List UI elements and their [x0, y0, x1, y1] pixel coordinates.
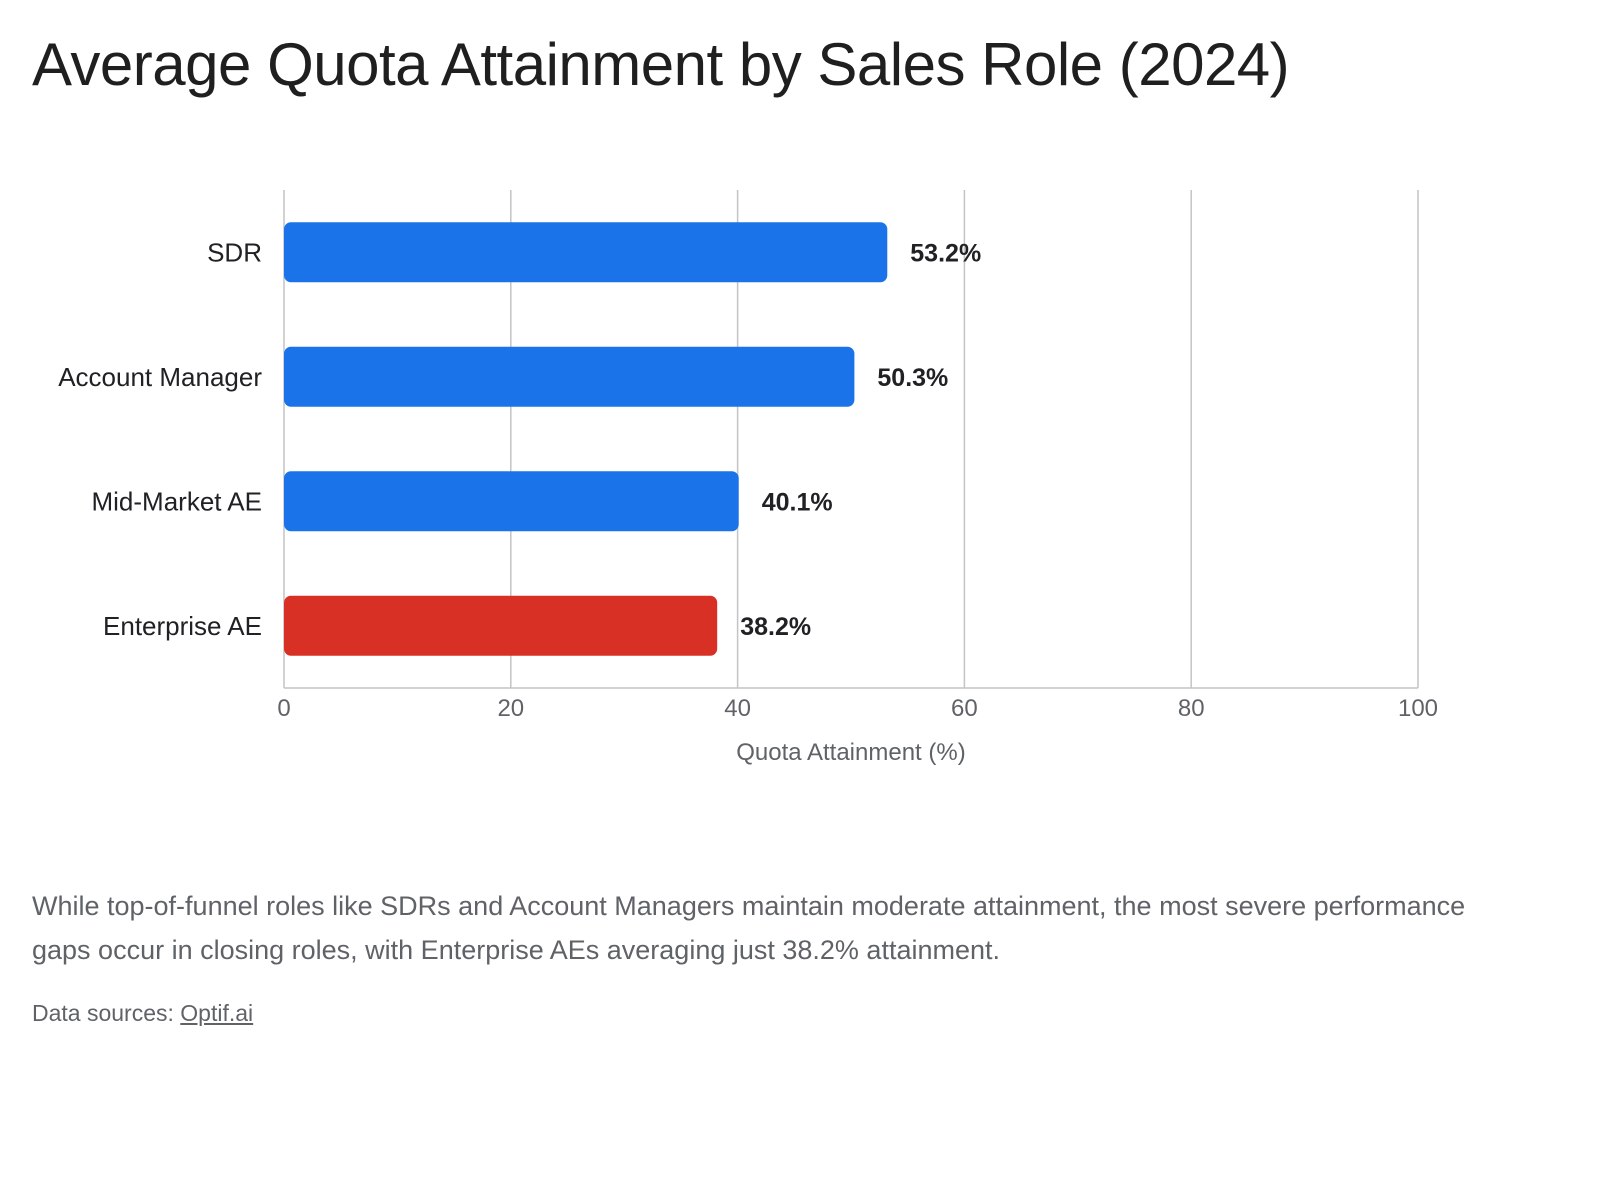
- x-tick-label: 0: [277, 695, 290, 722]
- data-label: 40.1%: [762, 488, 833, 516]
- data-label: 50.3%: [877, 364, 948, 392]
- x-tick-label: 60: [951, 695, 978, 722]
- category-label: Enterprise AE: [103, 611, 262, 641]
- bar: [284, 471, 739, 532]
- x-tick-label: 40: [724, 695, 751, 722]
- category-label: Account Manager: [58, 362, 262, 392]
- bar-chart: 0 20 40 60 80 100 Quota Attainment (%) SDR 53.2%…: [58, 190, 1438, 766]
- chart-title: Average Quota Attainment by Sales Role (…: [32, 31, 1290, 98]
- x-tick-label: 20: [497, 695, 524, 722]
- data-label: 38.2%: [740, 613, 811, 641]
- category-label: SDR: [207, 237, 262, 267]
- x-tick-label: 100: [1398, 695, 1438, 722]
- x-axis-title: Quota Attainment (%): [736, 739, 965, 766]
- data-sources-label: Data sources:: [32, 1000, 174, 1026]
- chart-caption: While top-of-funnel roles like SDRs and …: [32, 891, 1466, 965]
- bar: [284, 595, 718, 656]
- data-source-link[interactable]: Optif.ai: [180, 1000, 254, 1026]
- category-label: Mid-Market AE: [92, 486, 263, 516]
- bar: [284, 346, 855, 407]
- data-label: 53.2%: [910, 239, 981, 267]
- bar: [284, 222, 888, 283]
- x-tick-label: 80: [1178, 695, 1205, 722]
- data-sources: Data sources: Optif.ai: [32, 1000, 253, 1027]
